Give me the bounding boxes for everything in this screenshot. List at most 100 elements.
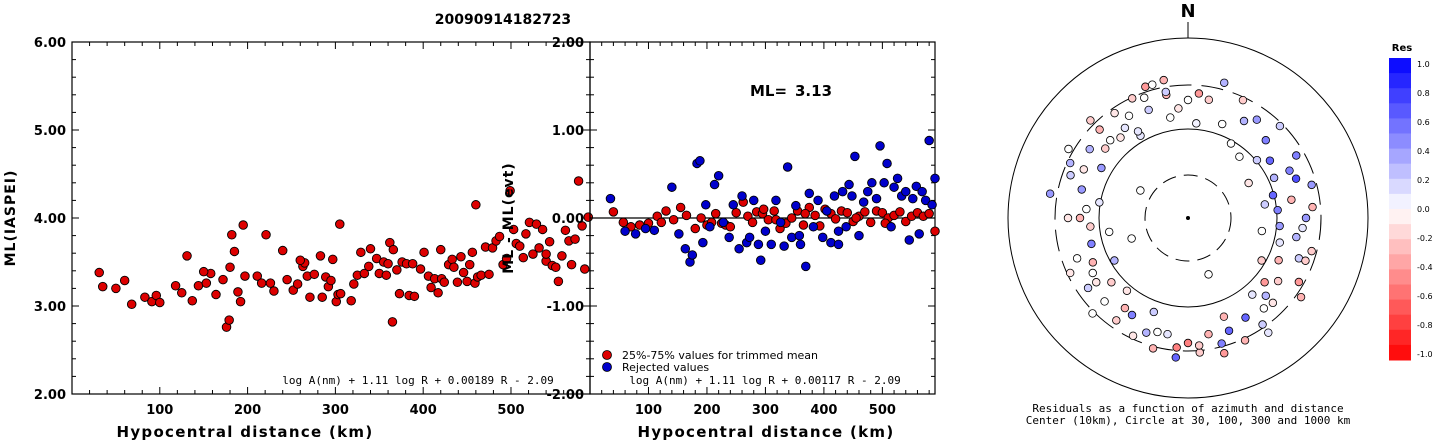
legend-tick-label: -0.2	[1417, 234, 1433, 243]
residual-point	[1264, 328, 1273, 337]
rejected-point	[914, 229, 924, 239]
ml-point	[256, 278, 267, 288]
trimmed-mean-point	[851, 213, 861, 223]
legend-swatch	[1389, 103, 1411, 119]
trimmed-mean-point	[786, 213, 797, 223]
left-formula-annotation: log A(nm) + 1.11 log R + 0.00189 R - 2.0…	[282, 374, 554, 387]
ml-point	[317, 292, 327, 302]
ml-point	[229, 246, 240, 257]
ml-point	[573, 176, 584, 186]
residual-point	[1224, 326, 1234, 335]
residual-point	[1086, 222, 1095, 231]
trimmed-mean-point	[731, 207, 741, 218]
rejected-point	[927, 200, 937, 210]
rejected-point	[649, 225, 660, 236]
residual-point	[1161, 87, 1170, 97]
ml-point	[224, 315, 234, 325]
x-tick-label: 100	[146, 403, 173, 418]
ml-point	[392, 265, 402, 275]
rejected-point	[705, 222, 715, 232]
ml-point	[409, 291, 420, 302]
ml-point	[119, 275, 130, 286]
legend-swatch	[1389, 133, 1411, 150]
rejected-point	[886, 222, 896, 232]
residual-point	[1273, 276, 1283, 286]
rejected-point	[786, 232, 797, 243]
legend-tick-label: 0.8	[1417, 89, 1430, 98]
ml-point	[449, 262, 459, 273]
trimmed-mean-point	[710, 208, 721, 219]
residual-point	[1127, 234, 1136, 243]
residual-point	[1183, 338, 1193, 348]
ml-point	[501, 253, 512, 264]
residual-point	[1079, 165, 1088, 174]
rejected-point	[766, 239, 777, 250]
ml-point	[140, 292, 150, 302]
rejected-point	[930, 173, 940, 184]
legend-swatch	[1389, 344, 1411, 361]
y-tick-label: 1.00	[552, 124, 584, 139]
ml-point	[295, 255, 306, 265]
residual-point	[1112, 316, 1121, 325]
residual-point	[1192, 119, 1201, 128]
residual-point	[1077, 185, 1086, 194]
event-id-title: 20090914182723	[435, 12, 571, 28]
ml-point	[566, 259, 577, 270]
ml-point	[282, 274, 292, 285]
rejected-point	[728, 200, 739, 210]
residual-point	[1159, 75, 1168, 85]
left-x-axis-label: Hypocentral distance (km)	[116, 423, 373, 441]
rejected-point	[737, 191, 747, 201]
polar-caption-line2: Center (10km), Circle at 30, 100, 300 an…	[1026, 414, 1351, 427]
rejected-point	[695, 156, 705, 166]
ml-point	[187, 295, 198, 306]
ring-30km	[1144, 174, 1232, 262]
legend-swatch	[1389, 163, 1411, 180]
rejected-point	[775, 217, 786, 228]
residual-point	[1124, 111, 1134, 121]
rejected-point	[854, 230, 864, 241]
residual-point	[1218, 119, 1227, 129]
rejected-point	[795, 239, 806, 250]
legend-swatch	[1389, 193, 1411, 210]
ml-point	[381, 270, 392, 280]
rejected-point	[791, 200, 801, 211]
ml-point	[570, 234, 580, 244]
legend-swatch	[1389, 148, 1411, 165]
y-tick-label: -2.00	[547, 388, 584, 403]
residual-point	[1220, 78, 1229, 87]
trimmed-mean-point	[930, 226, 940, 236]
residual-point	[1307, 180, 1316, 190]
rejected-point	[753, 239, 764, 250]
residual-point	[1194, 341, 1204, 350]
legend-swatch	[1389, 73, 1411, 89]
left-y-axis-label: ML(IASPEI)	[3, 170, 19, 267]
trimmed-mean-point	[661, 206, 671, 216]
residual-point	[1285, 166, 1294, 175]
trimmed-mean-point	[675, 202, 686, 213]
ml-point	[365, 244, 376, 254]
ml-point	[383, 259, 393, 269]
ml-point	[415, 264, 426, 274]
residual-point	[1128, 331, 1138, 341]
middle-scatter-panel: -2.00 -1.00 0.00 1.00 2.00 100 200 300 400 500 M…	[501, 36, 940, 441]
residual-point	[1265, 156, 1275, 165]
residual-point	[1066, 171, 1075, 180]
y-tick-label: 2.00	[34, 388, 66, 403]
residual-point	[1296, 292, 1306, 302]
y-tick-label: 2.00	[552, 36, 584, 51]
rejected-point	[630, 229, 641, 239]
ml-point	[261, 229, 271, 240]
ml-point	[577, 221, 587, 231]
legend-tick-label: 0.2	[1417, 176, 1430, 185]
legend-red-label: 25%-75% values for trimmed mean	[622, 349, 818, 362]
ml-point	[515, 241, 525, 251]
legend-swatch	[1389, 224, 1411, 240]
residual-point	[1275, 221, 1284, 231]
rejected-point	[867, 178, 877, 188]
residual-point	[1149, 307, 1158, 317]
x-tick-label: 400	[810, 403, 837, 418]
legend-swatch	[1389, 314, 1411, 331]
residual-point	[1258, 320, 1267, 329]
residual-point	[1219, 312, 1229, 321]
